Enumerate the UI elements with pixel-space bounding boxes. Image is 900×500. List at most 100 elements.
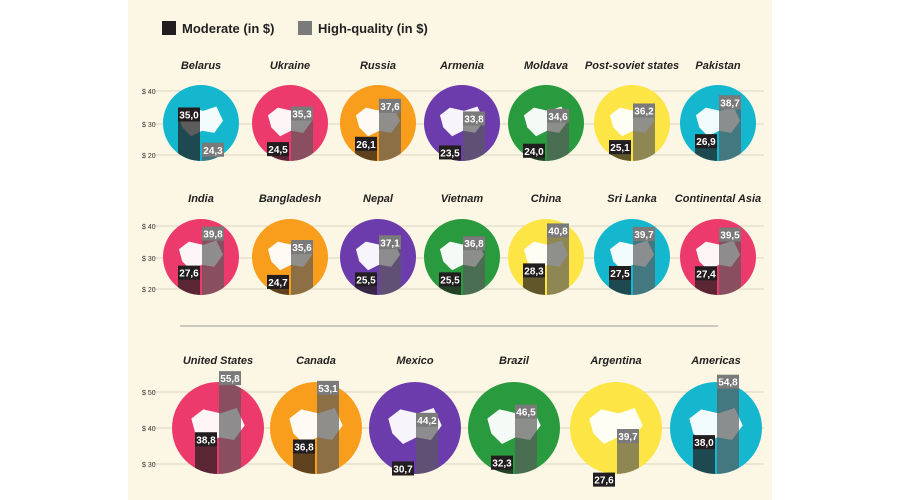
label-bg-moderate — [695, 134, 717, 149]
data-label-high-quality: 40,8 — [548, 226, 568, 237]
category-label: Ukraine — [270, 60, 310, 72]
data-label-high-quality: 24,3 — [203, 146, 223, 157]
label-bg-high-quality — [291, 106, 313, 121]
country-group-canada: 36,8 53,1 Canada — [270, 355, 362, 474]
data-label-moderate: 30,7 — [393, 464, 413, 475]
category-label: Pakistan — [695, 60, 741, 72]
label-bg-high-quality — [202, 142, 224, 157]
country-group-bangladesh: 24,7 35,6 Bangladesh — [252, 193, 328, 295]
bar-high-quality — [633, 226, 655, 295]
category-label: Belarus — [181, 60, 221, 72]
category-label: India — [188, 193, 214, 205]
label-bg-moderate — [693, 435, 715, 450]
bar-high-quality — [719, 227, 741, 295]
country-group-post-soviet-states: 25,1 36,2 Post-soviet states — [585, 60, 679, 161]
legend-moderate: Moderate (in $) — [162, 19, 274, 37]
country-group-united-states: 38,8 55,8 United States — [172, 355, 264, 474]
country-group-belarus: 35,0 24,3 Belarus — [163, 60, 239, 161]
bar-high-quality — [219, 382, 241, 474]
bar-high-quality — [416, 412, 438, 474]
y-tick-label: $ 20 — [142, 153, 156, 160]
country-group-india: 27,6 39,8 India — [163, 193, 239, 295]
data-label-high-quality: 36,2 — [634, 107, 654, 118]
category-label: Vietnam — [441, 193, 484, 205]
data-label-moderate: 32,3 — [492, 459, 512, 470]
country-group-moldava: 24,0 34,6 Moldava — [508, 60, 584, 161]
data-label-high-quality: 55,8 — [220, 374, 240, 385]
y-tick-label: $ 30 — [142, 122, 156, 129]
data-label-moderate: 36,8 — [294, 443, 314, 454]
label-bg-moderate — [609, 266, 631, 280]
y-tick-label: $ 40 — [142, 89, 156, 96]
data-label-moderate: 26,1 — [356, 140, 376, 151]
category-label: Nepal — [363, 193, 394, 205]
category-label: Americas — [690, 355, 741, 367]
data-label-high-quality: 37,1 — [380, 238, 400, 249]
data-label-moderate: 24,5 — [268, 145, 288, 156]
data-label-moderate: 35,0 — [179, 111, 199, 122]
category-label: Russia — [360, 60, 396, 72]
legend-high-quality: High-quality (in $) — [298, 19, 428, 37]
label-bg-high-quality — [463, 111, 485, 126]
label-bg-moderate — [178, 265, 200, 280]
label-bg-high-quality — [202, 226, 224, 241]
legend-moderate-swatch — [162, 21, 176, 35]
label-bg-high-quality — [317, 380, 339, 395]
label-bg-moderate — [523, 143, 545, 158]
bar-high-quality — [463, 236, 485, 295]
category-label: Sri Lanka — [607, 193, 657, 205]
chart-svg: $ 40 $ 30 $ 20 35,0 24,3 Belarus 24,5 35,3 Ukrai… — [142, 60, 764, 487]
data-label-high-quality: 53,1 — [318, 384, 338, 395]
data-label-moderate: 27,4 — [696, 269, 716, 280]
data-label-moderate: 27,6 — [179, 269, 199, 280]
data-label-moderate: 27,6 — [594, 476, 614, 487]
data-label-high-quality: 39,7 — [634, 230, 654, 241]
category-label: United States — [183, 355, 253, 367]
y-tick-label: $ 20 — [142, 287, 156, 294]
category-label: Argentina — [589, 355, 641, 367]
label-bg-moderate — [178, 107, 200, 122]
data-label-moderate: 26,9 — [696, 137, 716, 148]
label-bg-high-quality — [633, 226, 655, 241]
category-label: Post-soviet states — [585, 60, 679, 72]
data-label-moderate: 24,7 — [268, 278, 288, 289]
data-label-high-quality: 39,7 — [618, 432, 638, 443]
label-bg-moderate — [355, 272, 377, 287]
label-bg-high-quality — [719, 227, 741, 242]
label-bg-high-quality — [515, 404, 537, 419]
data-label-high-quality: 46,5 — [516, 408, 536, 419]
label-bg-moderate — [267, 274, 289, 289]
chart-panel: Moderate (in $) High-quality (in $) $ 40… — [128, 0, 772, 500]
data-label-high-quality: 44,2 — [417, 416, 437, 427]
bar-high-quality — [515, 404, 537, 474]
country-group-argentina: 27,6 39,7 Argentina — [570, 355, 662, 487]
data-label-high-quality: 35,6 — [292, 243, 312, 254]
label-bg-high-quality — [379, 98, 401, 113]
label-bg-moderate — [695, 266, 717, 281]
label-bg-moderate — [609, 140, 631, 155]
bar-high-quality — [379, 98, 401, 161]
label-bg-high-quality — [717, 374, 739, 389]
label-bg-high-quality — [547, 223, 569, 238]
label-bg-moderate — [293, 439, 315, 454]
data-label-moderate: 28,3 — [524, 266, 544, 277]
category-label: China — [531, 193, 562, 205]
category-label: Armenia — [439, 60, 484, 72]
legend-moderate-label: Moderate (in $) — [182, 20, 275, 36]
country-group-brazil: 32,3 46,5 Brazil — [468, 355, 560, 474]
y-tick-label: $ 40 — [142, 224, 156, 231]
country-group-mexico: 30,7 44,2 Mexico — [369, 355, 461, 476]
country-group-armenia: 23,5 33,8 Armenia — [424, 60, 500, 161]
label-bg-moderate — [195, 432, 217, 447]
data-label-moderate: 25,1 — [610, 143, 630, 154]
country-group-vietnam: 25,5 36,8 Vietnam — [424, 193, 500, 295]
y-tick-label: $ 50 — [142, 390, 156, 397]
country-group-americas: 38,0 54,8 Americas — [670, 355, 762, 474]
bar-high-quality — [317, 382, 339, 474]
label-bg-high-quality — [416, 412, 438, 427]
data-label-high-quality: 38,7 — [720, 98, 740, 109]
bar-high-quality — [202, 226, 224, 295]
data-label-moderate: 38,8 — [196, 435, 216, 446]
label-bg-high-quality — [547, 108, 569, 123]
bar-high-quality — [633, 103, 655, 161]
